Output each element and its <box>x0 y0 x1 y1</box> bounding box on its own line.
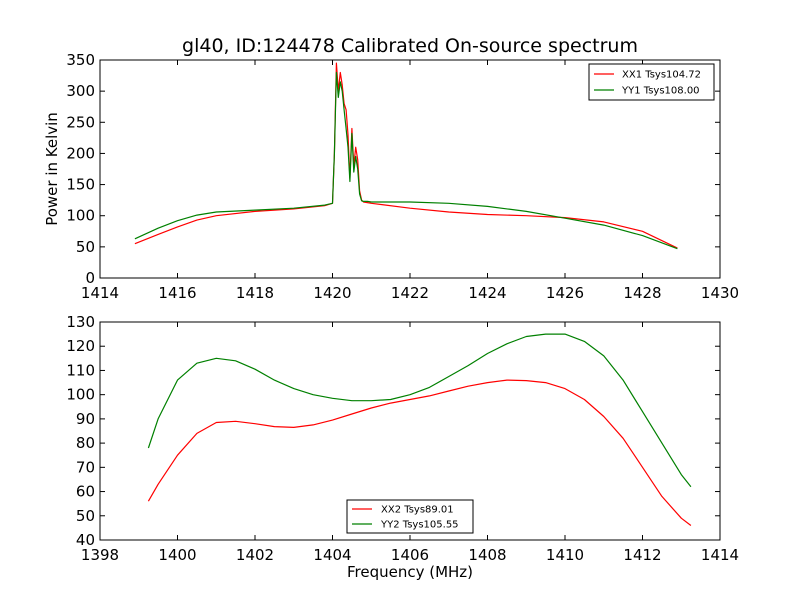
bottom-y-tick-label: 80 <box>76 434 95 452</box>
legend-label-yy1: YY1 Tsys108.00 <box>621 86 700 97</box>
bottom-x-tick-label: 1408 <box>468 546 506 564</box>
bottom-y-tick-label: 40 <box>76 531 95 549</box>
top-x-tick-label: 1428 <box>623 284 661 302</box>
top-y-tick-label: 100 <box>66 207 95 225</box>
top-plot-frame <box>99 59 721 279</box>
top-y-tick-label: 350 <box>66 51 95 69</box>
bottom-x-tick-label: 1414 <box>701 546 739 564</box>
top-y-tick-label: 50 <box>76 238 95 256</box>
top-x-tick-label: 1426 <box>546 284 584 302</box>
top-x-tick-label: 1430 <box>701 284 739 302</box>
bottom-y-tick-label: 70 <box>76 458 95 476</box>
bottom-x-tick-label: 1398 <box>81 546 119 564</box>
top-x-tick-label: 1420 <box>313 284 351 302</box>
bottom-y-tick-label: 100 <box>66 386 95 404</box>
bottom-y-tick-label: 120 <box>66 337 95 355</box>
top-x-tick-label: 1418 <box>236 284 274 302</box>
bottom-x-tick-label: 1404 <box>313 546 351 564</box>
bottom-x-tick-label: 1410 <box>546 546 584 564</box>
top-x-tick-label: 1422 <box>391 284 429 302</box>
bottom-plot-frame <box>99 321 721 541</box>
bottom-y-tick-label: 130 <box>66 313 95 331</box>
top-y-tick-label: 0 <box>85 269 95 287</box>
legend-label-yy2: YY2 Tsys105.55 <box>380 520 459 531</box>
legend-label-xx1: XX1 Tsys104.72 <box>622 70 701 81</box>
bottom-x-tick-label: 1402 <box>236 546 274 564</box>
top-axis-ticks: 1414 1416 1418 1420 1422 1424 1426 1428 1430 0 50 1… <box>66 51 739 302</box>
top-y-tick-label: 300 <box>66 82 95 100</box>
bottom-series-line-1 <box>147 333 692 488</box>
bottom-legend-box <box>346 499 474 534</box>
bottom-y-tick-label: 60 <box>76 483 95 501</box>
top-y-tick-label: 250 <box>66 113 95 131</box>
bottom-y-tick-label: 110 <box>66 361 95 379</box>
top-y-tick-label: 200 <box>66 144 95 162</box>
top-x-tick-label: 1424 <box>468 284 506 302</box>
bottom-x-tick-label: 1412 <box>623 546 661 564</box>
top-x-tick-label: 1416 <box>158 284 196 302</box>
bottom-y-tick-label: 50 <box>76 507 95 525</box>
legend-label-xx2: XX2 Tsys89.01 <box>381 505 454 516</box>
bottom-series-lines <box>147 333 692 526</box>
top-x-tick-label: 1414 <box>81 284 119 302</box>
bottom-x-axis-label: Frequency (MHz) <box>347 563 473 581</box>
bottom-x-tick-label: 1400 <box>158 546 196 564</box>
bottom-y-tick-label: 90 <box>76 410 95 428</box>
top-y-axis-label: Power in Kelvin <box>43 112 61 226</box>
top-series-lines <box>134 62 678 250</box>
bottom-axis-ticks: 1398 1400 1402 1404 1406 1408 1410 1412 1414 40 50… <box>66 313 739 564</box>
top-series-line-1 <box>134 71 678 250</box>
bottom-x-tick-label: 1406 <box>391 546 429 564</box>
top-y-tick-label: 150 <box>66 176 95 194</box>
bottom-legend: XX2 Tsys89.01 YY2 Tsys105.55 <box>346 499 474 534</box>
top-legend-box <box>588 63 715 101</box>
top-legend: XX1 Tsys104.72 YY1 Tsys108.00 <box>588 63 715 101</box>
chart-title: gl40, ID:124478 Calibrated On-source spe… <box>182 35 638 57</box>
bottom-series-line-0 <box>147 379 692 526</box>
